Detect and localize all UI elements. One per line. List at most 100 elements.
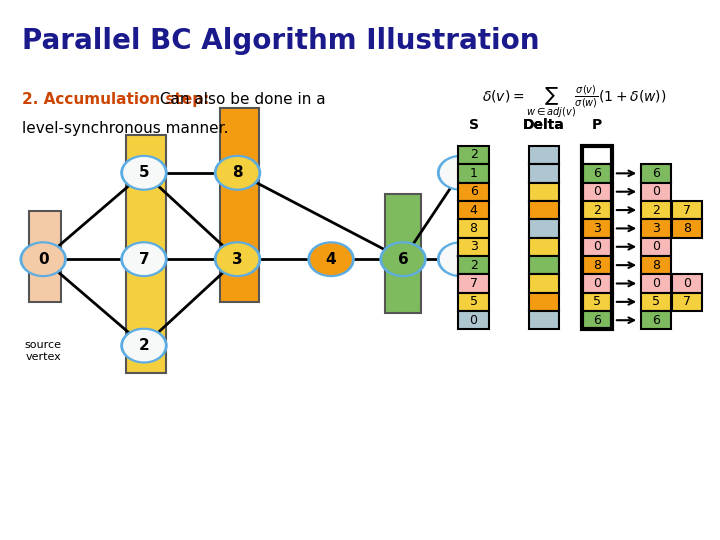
Bar — [582, 183, 612, 201]
Circle shape — [121, 156, 167, 190]
Text: 6: 6 — [652, 167, 660, 180]
Bar — [641, 293, 671, 311]
Text: 5: 5 — [652, 295, 660, 308]
Circle shape — [383, 244, 423, 274]
Circle shape — [438, 242, 484, 276]
Circle shape — [121, 242, 167, 276]
Circle shape — [217, 158, 258, 188]
Bar — [529, 256, 559, 274]
Text: 6: 6 — [397, 252, 408, 267]
Text: 7: 7 — [683, 204, 691, 217]
Circle shape — [308, 242, 354, 276]
Circle shape — [121, 328, 167, 363]
Text: Delta: Delta — [523, 118, 565, 132]
Bar — [385, 194, 421, 313]
Bar — [582, 256, 612, 274]
Text: 0: 0 — [593, 277, 600, 290]
Bar — [672, 201, 703, 219]
Text: Parallel BC Algorithm Illustration: Parallel BC Algorithm Illustration — [22, 27, 539, 55]
Bar — [672, 293, 703, 311]
Text: 3: 3 — [469, 240, 477, 253]
Bar — [529, 183, 559, 201]
Text: 0: 0 — [593, 185, 600, 198]
Bar — [459, 201, 489, 219]
Text: 1: 1 — [455, 165, 466, 180]
Text: Delta: Delta — [523, 118, 565, 132]
Text: 0: 0 — [652, 277, 660, 290]
Text: 4: 4 — [469, 204, 477, 217]
Bar — [641, 256, 671, 274]
Circle shape — [215, 242, 261, 276]
Bar — [529, 311, 559, 329]
Text: 3: 3 — [593, 222, 600, 235]
Bar — [529, 219, 559, 238]
Bar — [641, 219, 671, 238]
Bar — [582, 201, 612, 219]
Bar — [641, 311, 671, 329]
Bar — [459, 238, 489, 256]
Text: 2: 2 — [652, 204, 660, 217]
Bar — [529, 274, 559, 293]
Circle shape — [23, 244, 63, 274]
Bar — [641, 164, 671, 183]
Text: 8: 8 — [232, 165, 243, 180]
Text: S: S — [469, 118, 479, 132]
Text: 5: 5 — [139, 165, 149, 180]
Text: 8: 8 — [593, 259, 600, 272]
Text: 2. Accumulation step:: 2. Accumulation step: — [22, 92, 209, 107]
Text: 6: 6 — [593, 167, 600, 180]
Text: 2: 2 — [469, 148, 477, 161]
Circle shape — [441, 158, 481, 188]
Text: 2: 2 — [593, 204, 600, 217]
Bar — [459, 256, 489, 274]
Bar — [459, 219, 489, 238]
Bar — [641, 274, 671, 293]
Text: level-synchronous manner.: level-synchronous manner. — [22, 122, 228, 137]
Text: Can also be done in a: Can also be done in a — [155, 92, 325, 107]
Text: 0: 0 — [38, 252, 48, 267]
Bar — [459, 311, 489, 329]
Text: 2: 2 — [469, 259, 477, 272]
Bar — [529, 238, 559, 256]
Bar — [582, 238, 612, 256]
Text: 0: 0 — [652, 185, 660, 198]
Circle shape — [124, 244, 164, 274]
Bar — [582, 164, 612, 183]
Text: 9: 9 — [455, 252, 466, 267]
Text: 7: 7 — [683, 295, 691, 308]
Text: 7: 7 — [469, 277, 477, 290]
Text: $\delta(v)=\sum_{w\in adj(v)}\frac{\sigma(v)}{\sigma(w)}(1+\delta(w))$: $\delta(v)=\sum_{w\in adj(v)}\frac{\sigm… — [482, 84, 667, 120]
Bar — [529, 201, 559, 219]
Text: 0: 0 — [593, 240, 600, 253]
Text: 2: 2 — [138, 338, 149, 353]
Circle shape — [438, 156, 484, 190]
Bar — [529, 293, 559, 311]
Bar — [220, 108, 259, 302]
Text: 6: 6 — [652, 314, 660, 327]
Text: 8: 8 — [683, 222, 691, 235]
Text: 4: 4 — [325, 252, 336, 267]
Bar — [582, 146, 612, 164]
Circle shape — [20, 242, 66, 276]
Bar — [641, 238, 671, 256]
Circle shape — [124, 330, 164, 361]
Bar — [641, 183, 671, 201]
Bar — [582, 293, 612, 311]
Text: 0: 0 — [469, 314, 477, 327]
Bar — [672, 274, 703, 293]
Bar — [459, 293, 489, 311]
Text: 0: 0 — [652, 240, 660, 253]
Circle shape — [124, 158, 164, 188]
Text: 0: 0 — [683, 277, 691, 290]
Text: source
vertex: source vertex — [24, 340, 62, 362]
Circle shape — [380, 242, 426, 276]
Text: 6: 6 — [469, 185, 477, 198]
Bar — [459, 183, 489, 201]
Bar — [459, 274, 489, 293]
Bar — [529, 164, 559, 183]
Bar — [582, 146, 612, 329]
Text: 8: 8 — [652, 259, 660, 272]
Bar — [582, 311, 612, 329]
Text: 7: 7 — [139, 252, 149, 267]
Circle shape — [215, 156, 261, 190]
